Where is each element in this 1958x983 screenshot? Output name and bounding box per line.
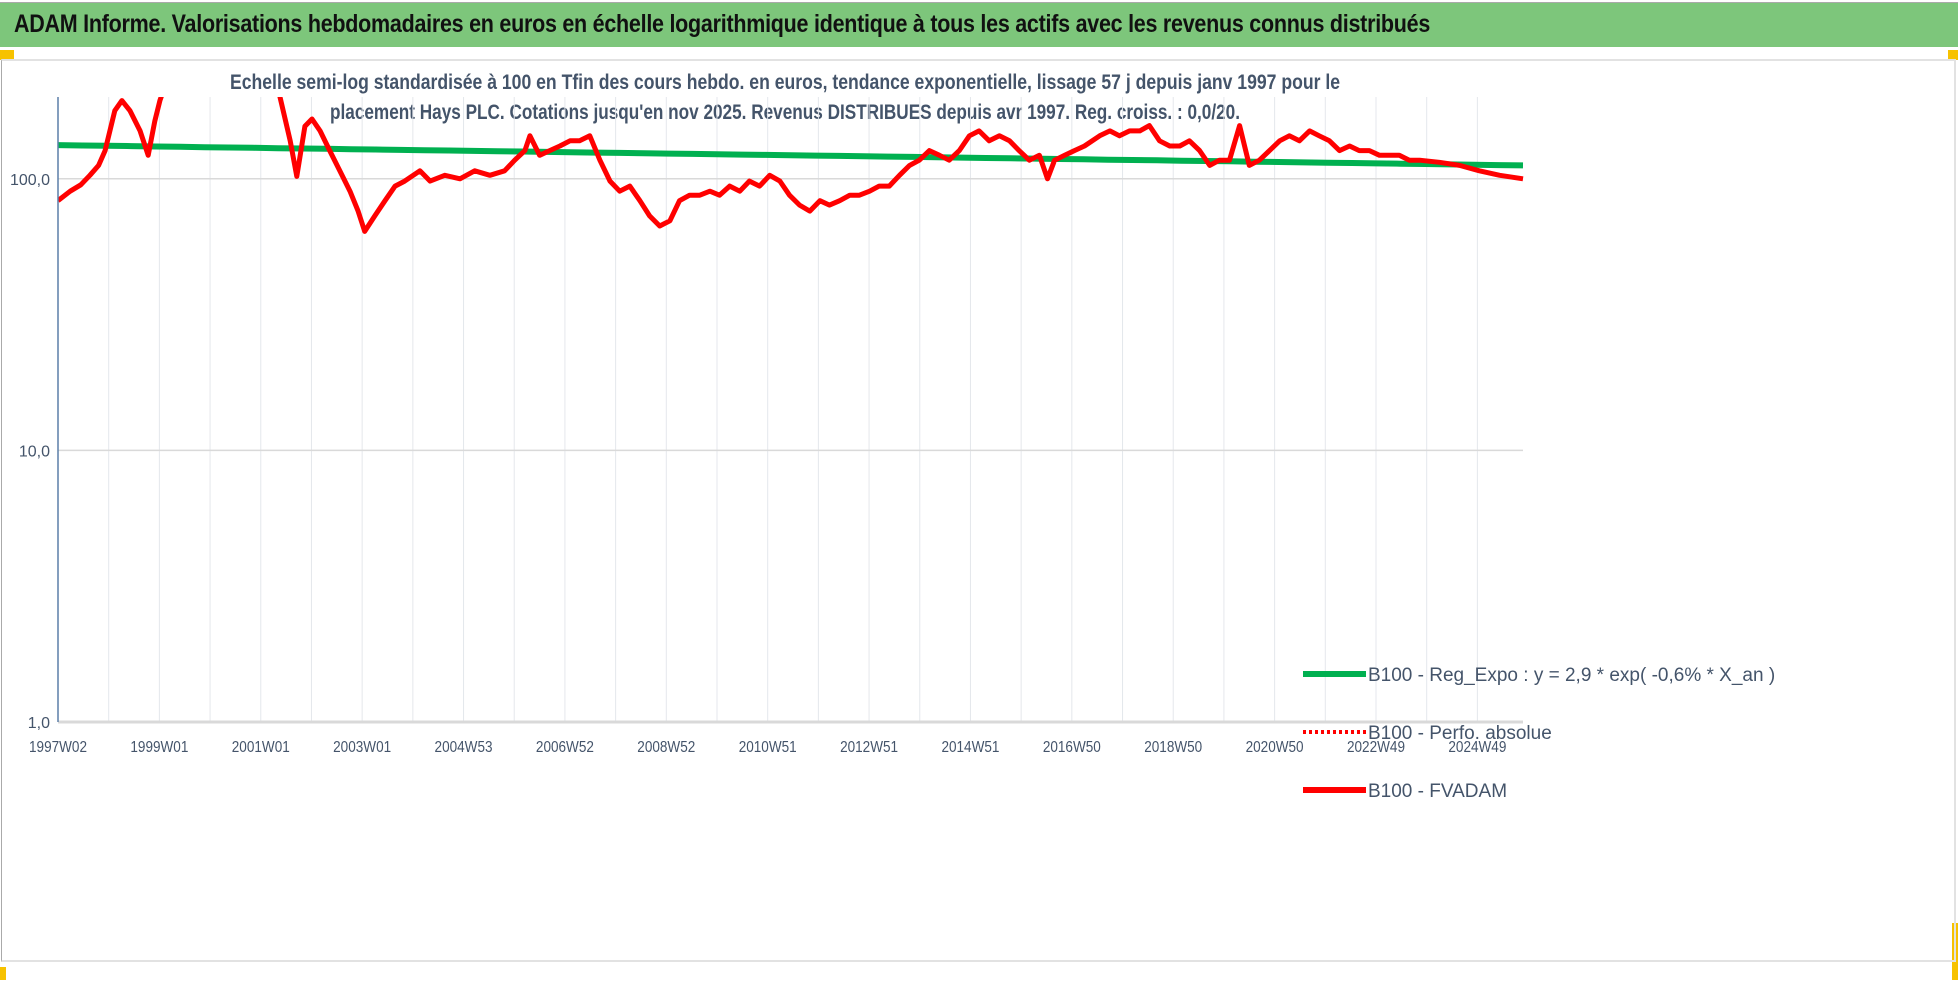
y-axis-ticks: 100,0 10,0 1,0 [10,172,50,732]
x-tick-label: 2006W52 [536,739,594,756]
x-tick-label: 2012W51 [840,739,898,756]
y-tick-label: 100,0 [10,172,50,189]
x-tick-label: 1997W02 [29,739,87,756]
x-tick-label: 2003W01 [333,739,391,756]
x-tick-label: 2010W51 [739,739,797,756]
legend-label-reg-expo: B100 - Reg_Expo : y = 2,9 * exp( -0,6% *… [1368,665,1775,686]
selection-handle-top-right[interactable] [1948,50,1958,60]
series-line-0 [58,142,1524,169]
series-line-2 [58,97,1524,234]
report-banner: ADAM Informe. Valorisations hebdomadaire… [0,2,1958,47]
x-tick-label: 2022W49 [1347,739,1405,756]
chart-frame [1,59,1956,962]
series-group [58,97,1524,234]
legend-label-perfo-absolue: B100 - Perfo. absolue [1368,723,1552,744]
gridlines [57,97,1523,724]
x-tick-label: 2001W01 [232,739,290,756]
y-tick-label: 10,0 [19,443,50,460]
x-tick-label: 2008W52 [637,739,695,756]
selection-handle-bottom-left[interactable] [0,967,6,980]
x-tick-label: 2004W53 [435,739,493,756]
chart-title-line-2: placement Hays PLC. Cotations jusqu'en n… [330,101,1240,124]
chart-title-line-1: Echelle semi-log standardisée à 100 en T… [230,71,1340,94]
x-tick-label: 1999W01 [130,739,188,756]
legend-label-fvadam: B100 - FVADAM [1368,781,1507,802]
legend: B100 - Reg_Expo : y = 2,9 * exp( -0,6% *… [1303,665,1775,802]
report-title: ADAM Informe. Valorisations hebdomadaire… [14,10,1431,38]
y-tick-label: 1,0 [28,715,50,732]
x-axis-ticks: 1997W02 1999W01 2001W01 2003W01 2004W53 2006W… [29,739,1506,756]
x-tick-label: 2018W50 [1144,739,1202,756]
selection-handle-top-left[interactable] [0,50,14,60]
x-tick-label: 2024W49 [1448,739,1506,756]
x-tick-label: 2014W51 [941,739,999,756]
x-tick-label: 2016W50 [1043,739,1101,756]
x-tick-label: 2020W50 [1246,739,1304,756]
